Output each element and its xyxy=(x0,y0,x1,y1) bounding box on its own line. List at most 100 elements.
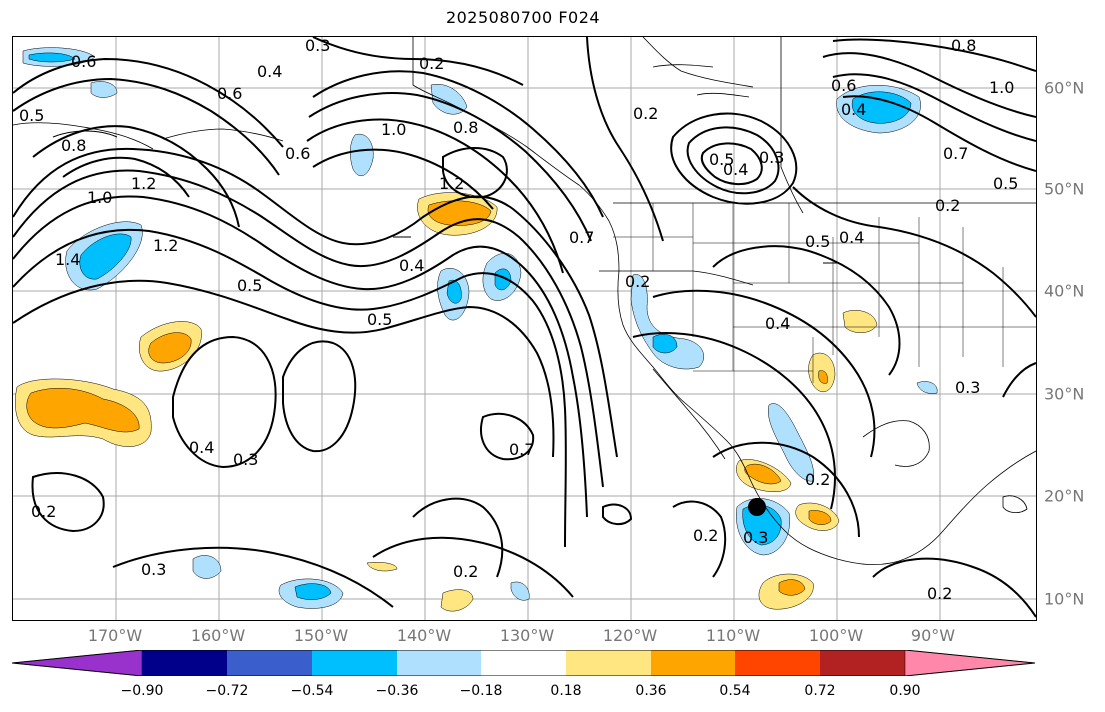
negative-anomaly-core xyxy=(652,334,678,354)
colorbar-segment xyxy=(820,650,905,676)
contour-label: 0.6 xyxy=(217,84,242,103)
positive-anomaly-core xyxy=(808,510,832,525)
contour-label: 0.3 xyxy=(759,148,784,167)
colorbar-tick-label: −0.72 xyxy=(205,683,249,699)
lat-label: 50°N xyxy=(1044,179,1085,199)
contour-label: 0.2 xyxy=(935,196,960,215)
contour-label: 0.5 xyxy=(237,276,262,295)
contour-label: 0.6 xyxy=(71,52,96,71)
negative-anomaly-patch xyxy=(430,83,468,115)
contour-labels: 0.6 0.3 0.4 0.2 0.6 0.5 0.8 0.6 1.0 0.8 … xyxy=(19,37,1018,603)
contour-label: 0.2 xyxy=(419,54,444,73)
contour-label: 1.0 xyxy=(87,188,112,207)
lon-label: 170°W xyxy=(87,626,143,645)
positive-anomaly-patch xyxy=(440,589,474,612)
negative-anomaly-patch xyxy=(350,133,374,177)
contour-label: 0.2 xyxy=(625,272,650,291)
colorbar-high-extension xyxy=(904,650,1035,676)
colorbar-segment xyxy=(481,650,566,676)
lon-label: 140°W xyxy=(396,626,452,645)
contour-label: 0.8 xyxy=(453,118,478,137)
lat-label: 40°N xyxy=(1044,281,1085,301)
colorbar-tick-label: −0.90 xyxy=(120,683,164,699)
contour-label: 0.5 xyxy=(367,310,392,329)
contour-label: 0.4 xyxy=(399,256,424,275)
contour-label: 0.4 xyxy=(765,314,790,333)
contour-label: 0.3 xyxy=(955,378,980,397)
contour-label: 0.3 xyxy=(743,528,768,547)
map-canvas: 0.6 0.3 0.4 0.2 0.6 0.5 0.8 0.6 1.0 0.8 … xyxy=(13,37,1036,620)
lat-label: 60°N xyxy=(1044,78,1085,98)
contour-label: 0.4 xyxy=(839,228,864,247)
lat-label: 30°N xyxy=(1044,384,1085,404)
contour-label: 0.3 xyxy=(233,450,258,469)
positive-anomaly-core xyxy=(778,579,806,596)
contour-label: 0.4 xyxy=(257,62,282,81)
lon-label: 110°W xyxy=(705,626,761,645)
state-borders xyxy=(613,203,1036,383)
colorbar-segment xyxy=(566,650,651,676)
contour-label: 1.2 xyxy=(131,174,156,193)
positive-anomaly-core xyxy=(148,332,192,364)
colorbar-segment xyxy=(227,650,312,676)
colorbar-tick-label: −0.18 xyxy=(459,683,503,699)
colorbar-low-extension xyxy=(12,650,143,676)
contour-label: 0.4 xyxy=(189,438,214,457)
coastlines xyxy=(13,37,1036,565)
colorbar-tick-label: −0.54 xyxy=(290,683,334,699)
contour-label: 0.7 xyxy=(943,144,968,163)
negative-anomaly-patch xyxy=(767,403,815,482)
contour-label: 0.2 xyxy=(453,562,478,581)
positive-anomaly-core xyxy=(26,388,140,433)
contour-label: 0.5 xyxy=(709,150,734,169)
contour-label: 0.3 xyxy=(141,560,166,579)
colorbar-tick-label: 0.18 xyxy=(550,683,582,699)
negative-anomaly-patch xyxy=(510,581,530,601)
storm-center-marker xyxy=(748,498,766,516)
contour-label: 0.2 xyxy=(805,470,830,489)
contour-label: 0.3 xyxy=(305,37,330,55)
positive-anomaly-core xyxy=(818,370,828,384)
contour-thin-lines xyxy=(52,130,837,264)
colorbar-tick-label: 0.36 xyxy=(635,683,667,699)
contour-label: 0.7 xyxy=(569,228,594,247)
contour-label: 0.5 xyxy=(805,232,830,251)
colorbar-tick-label: 0.72 xyxy=(804,683,836,699)
negative-anomaly-core xyxy=(294,583,332,600)
contour-label: 1.4 xyxy=(55,250,80,269)
colorbar-tick-label: 0.54 xyxy=(719,683,751,699)
colorbar-segment xyxy=(651,650,735,676)
colorbar-segment xyxy=(735,650,820,676)
contour-label: 1.0 xyxy=(989,78,1014,97)
contour-label: 0.2 xyxy=(693,526,718,545)
negative-anomaly-patch xyxy=(192,555,222,579)
shaded-anomalies xyxy=(15,47,938,612)
negative-anomaly-patch xyxy=(916,381,938,394)
negative-anomaly-core xyxy=(28,52,76,63)
lon-label: 160°W xyxy=(190,626,246,645)
positive-anomaly-patch xyxy=(366,562,398,572)
negative-anomaly-patch xyxy=(630,274,704,370)
lon-label: 100°W xyxy=(808,626,864,645)
positive-anomaly-patch xyxy=(842,310,878,333)
contour-label: 0.2 xyxy=(633,104,658,123)
lon-label: 150°W xyxy=(293,626,349,645)
colorbar-tick-label: −0.36 xyxy=(375,683,419,699)
colorbar-tick-label: 0.90 xyxy=(889,683,921,699)
colorbar-segment xyxy=(397,650,481,676)
contour-label: 0.2 xyxy=(927,584,952,603)
contour-label: 0.4 xyxy=(723,160,748,179)
negative-anomaly-core xyxy=(851,91,912,124)
contour-label: 1.0 xyxy=(381,120,406,139)
negative-anomaly-core xyxy=(79,233,132,280)
map-panel: 0.6 0.3 0.4 0.2 0.6 0.5 0.8 0.6 1.0 0.8 … xyxy=(12,36,1037,621)
contour-label: 0.6 xyxy=(285,144,310,163)
map-title: 2025080700 F024 xyxy=(445,8,601,27)
contour-label: 0.2 xyxy=(31,502,56,521)
contour-label: 0.8 xyxy=(61,136,86,155)
colorbar xyxy=(12,650,1035,676)
lat-label: 20°N xyxy=(1044,486,1085,506)
contour-label: 0.8 xyxy=(951,37,976,55)
lon-label: 120°W xyxy=(602,626,658,645)
negative-anomaly-patch xyxy=(90,81,118,98)
